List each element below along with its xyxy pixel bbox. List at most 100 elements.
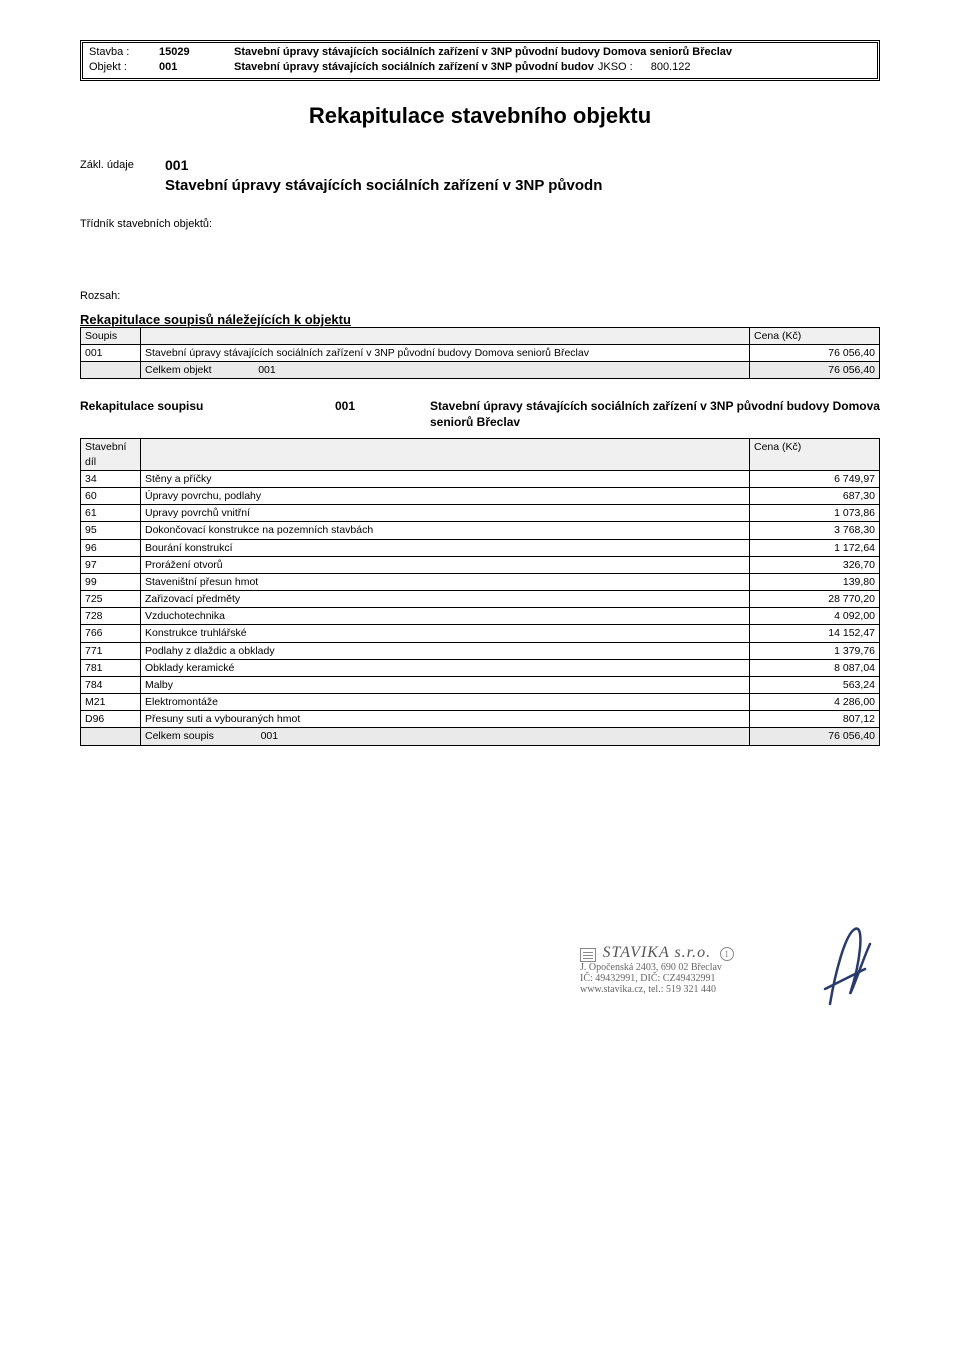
recap2-total-price: 76 056,40 bbox=[750, 728, 880, 745]
row-code: 766 bbox=[81, 625, 141, 642]
table-row: 60Úpravy povrchu, podlahy687,30 bbox=[81, 488, 880, 505]
table-row: 96Bourání konstrukcí1 172,64 bbox=[81, 539, 880, 556]
row-text: Upravy povrchů vnitřní bbox=[141, 505, 750, 522]
table-row: 99Staveništní přesun hmot139,80 bbox=[81, 573, 880, 590]
row-code: 95 bbox=[81, 522, 141, 539]
row-code: 96 bbox=[81, 539, 141, 556]
row-text: Vzduchotechnika bbox=[141, 608, 750, 625]
stamp-company: STAVIKA s.r.o. bbox=[603, 944, 712, 961]
recap2-total-cell: Celkem soupis 001 bbox=[141, 728, 750, 745]
row-text: Bourání konstrukcí bbox=[141, 539, 750, 556]
row-text: Dokončovací konstrukce na pozemních stav… bbox=[141, 522, 750, 539]
soupis-label: Rekapitulace soupisu bbox=[80, 399, 335, 413]
row-code: 99 bbox=[81, 573, 141, 590]
table-row: 34Stěny a příčky6 749,97 bbox=[81, 470, 880, 487]
recap1-col-cena: Cena (Kč) bbox=[750, 327, 880, 344]
recap1-total-cell: Celkem objekt 001 bbox=[141, 362, 750, 379]
recap1-col-soupis: Soupis bbox=[81, 327, 141, 344]
jkso-value: 800.122 bbox=[633, 61, 691, 73]
table-row: D96Přesuny suti a vybouraných hmot807,12 bbox=[81, 711, 880, 728]
recap1-col-blank bbox=[141, 327, 750, 344]
tridnik-label: Třídník stavebních objektů: bbox=[80, 218, 880, 230]
rozsah-label: Rozsah: bbox=[80, 290, 880, 302]
header-row-stavba: Stavba : 15029 Stavební úpravy stávající… bbox=[89, 45, 871, 60]
soupis-code: 001 bbox=[335, 399, 430, 413]
recap1-total-code: 001 bbox=[258, 364, 276, 376]
table-row: 766Konstrukce truhlářské14 152,47 bbox=[81, 625, 880, 642]
header-box: Stavba : 15029 Stavební úpravy stávající… bbox=[80, 40, 880, 81]
stavba-label: Stavba : bbox=[89, 45, 159, 60]
row-price: 28 770,20 bbox=[750, 591, 880, 608]
row-code: 725 bbox=[81, 591, 141, 608]
signature-icon bbox=[810, 914, 890, 1014]
zakl-code: 001 bbox=[165, 157, 188, 173]
recap1-row-code: 001 bbox=[81, 344, 141, 361]
row-price: 4 092,00 bbox=[750, 608, 880, 625]
row-text: Obklady keramické bbox=[141, 659, 750, 676]
row-text: Konstrukce truhlářské bbox=[141, 625, 750, 642]
soupis-header: Rekapitulace soupisu 001 Stavební úpravy… bbox=[80, 399, 880, 430]
table-row: 728Vzduchotechnika4 092,00 bbox=[81, 608, 880, 625]
row-code: 34 bbox=[81, 470, 141, 487]
stavba-code: 15029 bbox=[159, 45, 234, 60]
zakl-title: Stavební úpravy stávajících sociálních z… bbox=[165, 177, 880, 194]
recap1-table: Soupis Cena (Kč) 001 Stavební úpravy stá… bbox=[80, 327, 880, 380]
recap2-total-blank bbox=[81, 728, 141, 745]
recap2-col-dil: Stavební díl bbox=[81, 439, 141, 470]
recap1-total-blank bbox=[81, 362, 141, 379]
jkso-label: JKSO : bbox=[594, 61, 633, 73]
stamp-circle: 1 bbox=[720, 947, 734, 961]
row-text: Malby bbox=[141, 676, 750, 693]
zakl-label: Zákl. údaje bbox=[80, 157, 165, 171]
recap1-row-price: 76 056,40 bbox=[750, 344, 880, 361]
objekt-code: 001 bbox=[159, 60, 234, 75]
table-row: 771Podlahy z dlaždic a obklady1 379,76 bbox=[81, 642, 880, 659]
row-price: 1 379,76 bbox=[750, 642, 880, 659]
row-price: 4 286,00 bbox=[750, 694, 880, 711]
row-text: Podlahy z dlaždic a obklady bbox=[141, 642, 750, 659]
row-price: 8 087,04 bbox=[750, 659, 880, 676]
row-price: 687,30 bbox=[750, 488, 880, 505]
row-code: D96 bbox=[81, 711, 141, 728]
row-price: 14 152,47 bbox=[750, 625, 880, 642]
row-text: Prorážení otvorů bbox=[141, 556, 750, 573]
row-price: 6 749,97 bbox=[750, 470, 880, 487]
row-price: 3 768,30 bbox=[750, 522, 880, 539]
row-code: 728 bbox=[81, 608, 141, 625]
soupis-text: Stavební úpravy stávajících sociálních z… bbox=[430, 399, 880, 430]
zakl-row: Zákl. údaje 001 bbox=[80, 157, 880, 173]
row-text: Přesuny suti a vybouraných hmot bbox=[141, 711, 750, 728]
row-code: 61 bbox=[81, 505, 141, 522]
objekt-text: Stavební úpravy stávajících sociálních z… bbox=[234, 60, 871, 75]
table-row: 725Zařizovací předměty28 770,20 bbox=[81, 591, 880, 608]
recap1-row-text: Stavební úpravy stávajících sociálních z… bbox=[141, 344, 750, 361]
recap1-total-label: Celkem objekt bbox=[145, 364, 212, 376]
recap2-total-code: 001 bbox=[261, 730, 279, 742]
recap1-data-row: 001 Stavební úpravy stávajících sociální… bbox=[81, 344, 880, 361]
header-row-objekt: Objekt : 001 Stavební úpravy stávajících… bbox=[89, 60, 871, 75]
stavba-text: Stavební úpravy stávajících sociálních z… bbox=[234, 45, 871, 60]
table-row: 97Prorážení otvorů326,70 bbox=[81, 556, 880, 573]
row-text: Elektromontáže bbox=[141, 694, 750, 711]
recap1-header-row: Soupis Cena (Kč) bbox=[81, 327, 880, 344]
table-row: 781Obklady keramické8 087,04 bbox=[81, 659, 880, 676]
row-code: 784 bbox=[81, 676, 141, 693]
row-price: 563,24 bbox=[750, 676, 880, 693]
row-price: 1 073,86 bbox=[750, 505, 880, 522]
row-price: 326,70 bbox=[750, 556, 880, 573]
row-code: 60 bbox=[81, 488, 141, 505]
company-stamp: STAVIKA s.r.o. 1 J. Opočenská 2403, 690 … bbox=[580, 944, 860, 995]
recap1-total-row: Celkem objekt 001 76 056,40 bbox=[81, 362, 880, 379]
table-row: 61Upravy povrchů vnitřní1 073,86 bbox=[81, 505, 880, 522]
objekt-text-part: Stavební úpravy stávajících sociálních z… bbox=[234, 61, 594, 73]
page: Stavba : 15029 Stavební úpravy stávající… bbox=[0, 0, 960, 1355]
table-row: 784Malby563,24 bbox=[81, 676, 880, 693]
recap2-col-blank bbox=[141, 439, 750, 470]
table-row: 95Dokončovací konstrukce na pozemních st… bbox=[81, 522, 880, 539]
row-code: M21 bbox=[81, 694, 141, 711]
row-code: 97 bbox=[81, 556, 141, 573]
row-text: Zařizovací předměty bbox=[141, 591, 750, 608]
row-text: Stěny a příčky bbox=[141, 470, 750, 487]
objekt-label: Objekt : bbox=[89, 60, 159, 75]
recap1-title: Rekapitulace soupisů náležejících k obje… bbox=[80, 312, 880, 327]
